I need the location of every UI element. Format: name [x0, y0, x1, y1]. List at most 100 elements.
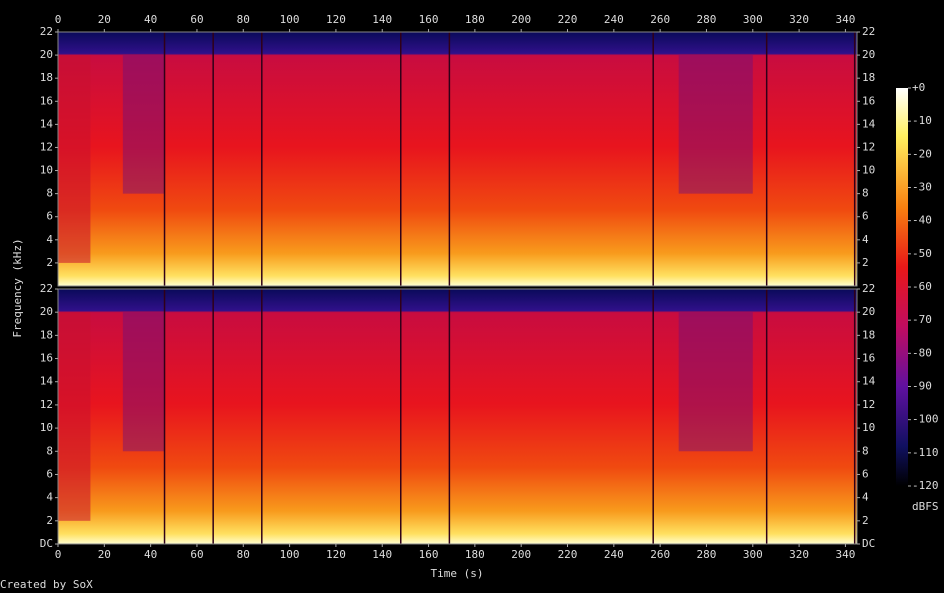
x-tick-label: 60 — [190, 13, 203, 26]
quiet-region — [678, 55, 753, 194]
y-tick-label: 12 — [40, 398, 53, 411]
y-tick-label: 10 — [862, 164, 875, 177]
y-tick-label: 12 — [862, 140, 875, 153]
colorbar-tick-label: -40 — [912, 214, 932, 227]
x-tick-label: 200 — [511, 548, 531, 561]
y-tick-label: 8 — [46, 444, 53, 457]
colorbar-tick-label: -30 — [912, 181, 932, 194]
plot-frame — [57, 31, 858, 287]
colorbar-tick-label: -120 — [912, 479, 939, 492]
y-tick-label: 14 — [862, 117, 876, 130]
x-tick-label: 40 — [144, 548, 157, 561]
y-tick-label: 2 — [862, 514, 869, 527]
colorbar-tick-label: -110 — [912, 446, 939, 459]
y-tick-label: 18 — [40, 71, 53, 84]
y-tick-label: 6 — [46, 210, 53, 223]
colorbar — [896, 88, 908, 486]
x-tick-label: 20 — [98, 548, 111, 561]
x-tick-label: 140 — [372, 548, 392, 561]
y-tick-label: 20 — [862, 48, 875, 61]
x-tick-label: 260 — [650, 548, 670, 561]
spectrogram-image — [58, 32, 857, 286]
quiet-region — [58, 312, 91, 521]
x-axis-title: Time (s) — [431, 567, 484, 580]
x-tick-label: 320 — [789, 548, 809, 561]
colorbar-tick-label: -20 — [912, 147, 932, 160]
colorbar-tick-label: -100 — [912, 413, 939, 426]
y-tick-label: 4 — [46, 233, 53, 246]
y-tick-label: 22 — [40, 25, 53, 38]
y-tick-label: 4 — [862, 491, 869, 504]
y-tick-label: 16 — [40, 352, 53, 365]
y-tick-label: 6 — [46, 467, 53, 480]
y-tick-label: 12 — [40, 140, 53, 153]
y-tick-label: 2 — [862, 256, 869, 269]
spectrogram-image — [58, 289, 857, 544]
y-tick-label: 8 — [862, 444, 869, 457]
x-tick-label: 100 — [280, 13, 300, 26]
quiet-region — [678, 312, 753, 452]
y-tick-label: 10 — [862, 421, 875, 434]
x-tick-label: 0 — [55, 13, 62, 26]
x-tick-label: 240 — [604, 13, 624, 26]
footer: Created by SoX — [0, 578, 93, 591]
x-tick-label: 180 — [465, 13, 485, 26]
y-tick-label: 12 — [862, 398, 875, 411]
y-tick-label: 14 — [40, 375, 54, 388]
y-tick-label: 22 — [862, 25, 875, 38]
x-tick-label: 120 — [326, 13, 346, 26]
y-tick-label: 4 — [46, 491, 53, 504]
y-tick-label: 20 — [862, 305, 875, 318]
colorbar-tick-label: +0 — [912, 81, 925, 94]
y-tick-label: 2 — [46, 514, 53, 527]
x-tick-label: 160 — [419, 13, 439, 26]
quiet-region — [58, 55, 91, 263]
colorbar-tick-label: -80 — [912, 346, 932, 359]
y-tick-label: 14 — [862, 375, 876, 388]
x-tick-label: 340 — [835, 13, 855, 26]
y-tick-label: 16 — [862, 352, 875, 365]
y-tick-label: 18 — [862, 71, 875, 84]
y-tick-label: 16 — [862, 94, 875, 107]
x-tick-label: 260 — [650, 13, 670, 26]
x-tick-label: 80 — [237, 13, 250, 26]
plot-frame — [57, 288, 858, 545]
x-tick-label: 300 — [743, 13, 763, 26]
quiet-region — [122, 55, 165, 194]
y-tick-label: DC — [862, 537, 875, 550]
y-tick-label: 16 — [40, 94, 53, 107]
y-tick-label: 20 — [40, 305, 53, 318]
colorbar-tick-label: -10 — [912, 114, 932, 127]
colorbar-label: dBFS — [912, 500, 939, 513]
y-tick-label: 2 — [46, 256, 53, 269]
y-tick-label: 6 — [862, 210, 869, 223]
y-tick-label: 22 — [40, 282, 53, 295]
y-tick-label: 6 — [862, 467, 869, 480]
x-tick-label: 0 — [55, 548, 62, 561]
x-tick-label: 300 — [743, 548, 763, 561]
x-tick-label: 280 — [697, 548, 717, 561]
x-tick-label: 100 — [280, 548, 300, 561]
colorbar-tick-label: -50 — [912, 247, 932, 260]
x-tick-label: 240 — [604, 548, 624, 561]
x-tick-label: 20 — [98, 13, 111, 26]
y-tick-label: 8 — [862, 187, 869, 200]
y-tick-label: 18 — [40, 328, 53, 341]
colorbar-tick-label: -70 — [912, 313, 932, 326]
quiet-region — [122, 312, 165, 452]
y-tick-label: 4 — [862, 233, 869, 246]
x-tick-label: 340 — [835, 548, 855, 561]
y-axis-title: Frequency (kHz) — [11, 238, 24, 337]
x-tick-label: 320 — [789, 13, 809, 26]
x-tick-label: 40 — [144, 13, 157, 26]
colorbar-tick-label: -60 — [912, 280, 932, 293]
y-tick-label: 18 — [862, 328, 875, 341]
x-tick-label: 280 — [697, 13, 717, 26]
y-tick-label: 8 — [46, 187, 53, 200]
x-tick-label: 120 — [326, 548, 346, 561]
x-tick-label: 140 — [372, 13, 392, 26]
y-tick-label: 20 — [40, 48, 53, 61]
x-tick-label: 220 — [558, 548, 578, 561]
x-tick-label: 180 — [465, 548, 485, 561]
